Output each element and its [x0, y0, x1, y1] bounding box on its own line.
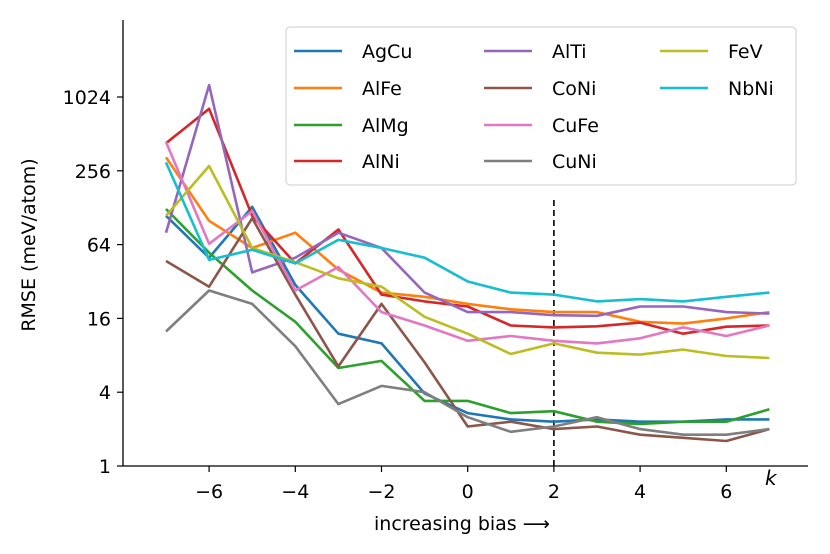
- series-layer: [164, 83, 770, 443]
- y-tick-label: 1: [99, 456, 111, 478]
- y-tick-label: 4: [99, 382, 111, 404]
- series-line-coni: [165, 216, 770, 443]
- series-line-alti: [164, 83, 770, 318]
- y-tick-label: 64: [87, 235, 111, 257]
- x-annotation-k: k: [765, 466, 778, 490]
- x-tick-label: −2: [367, 481, 395, 503]
- legend-label: AlFe: [362, 78, 402, 100]
- x-tick-label: 0: [462, 481, 474, 503]
- legend: AgCu AlFe AlMg AlNi AlTi CoNi CuFe CuNi FeV NbNi: [285, 26, 797, 186]
- series-line-fev: [165, 164, 770, 360]
- legend-label: AlNi: [362, 151, 400, 173]
- legend-label: AgCu: [362, 41, 412, 63]
- x-tick-label: 4: [634, 481, 646, 503]
- legend-label: AlTi: [552, 41, 587, 63]
- x-axis-label: increasing bias ⟶: [374, 513, 550, 535]
- x-tick-label: 6: [720, 481, 732, 503]
- series-line-nbni: [164, 161, 770, 303]
- series-line-agcu: [165, 205, 770, 424]
- y-axis-label: RMSE (meV/atom): [18, 158, 40, 331]
- series-line-cuni: [165, 289, 770, 437]
- series-line-almg: [165, 208, 770, 426]
- legend-label: FeV: [728, 41, 763, 63]
- legend-label: CoNi: [552, 78, 596, 100]
- series-line-cufe: [164, 141, 770, 345]
- legend-label: AlMg: [362, 115, 409, 137]
- legend-box: [285, 26, 797, 186]
- y-tick-label: 1024: [63, 87, 111, 109]
- legend-label: CuNi: [552, 151, 597, 173]
- y-tick-label: 256: [75, 161, 111, 183]
- legend-label: NbNi: [728, 78, 774, 100]
- x-tick-label: 2: [548, 481, 560, 503]
- legend-label: CuFe: [552, 115, 599, 137]
- ticks-layer: −6 −4 −2 0 2 4 6 1 4 16 64 256 1024: [63, 87, 733, 503]
- x-tick-label: −4: [281, 481, 309, 503]
- y-tick-label: 16: [87, 308, 111, 330]
- x-tick-label: −6: [195, 481, 223, 503]
